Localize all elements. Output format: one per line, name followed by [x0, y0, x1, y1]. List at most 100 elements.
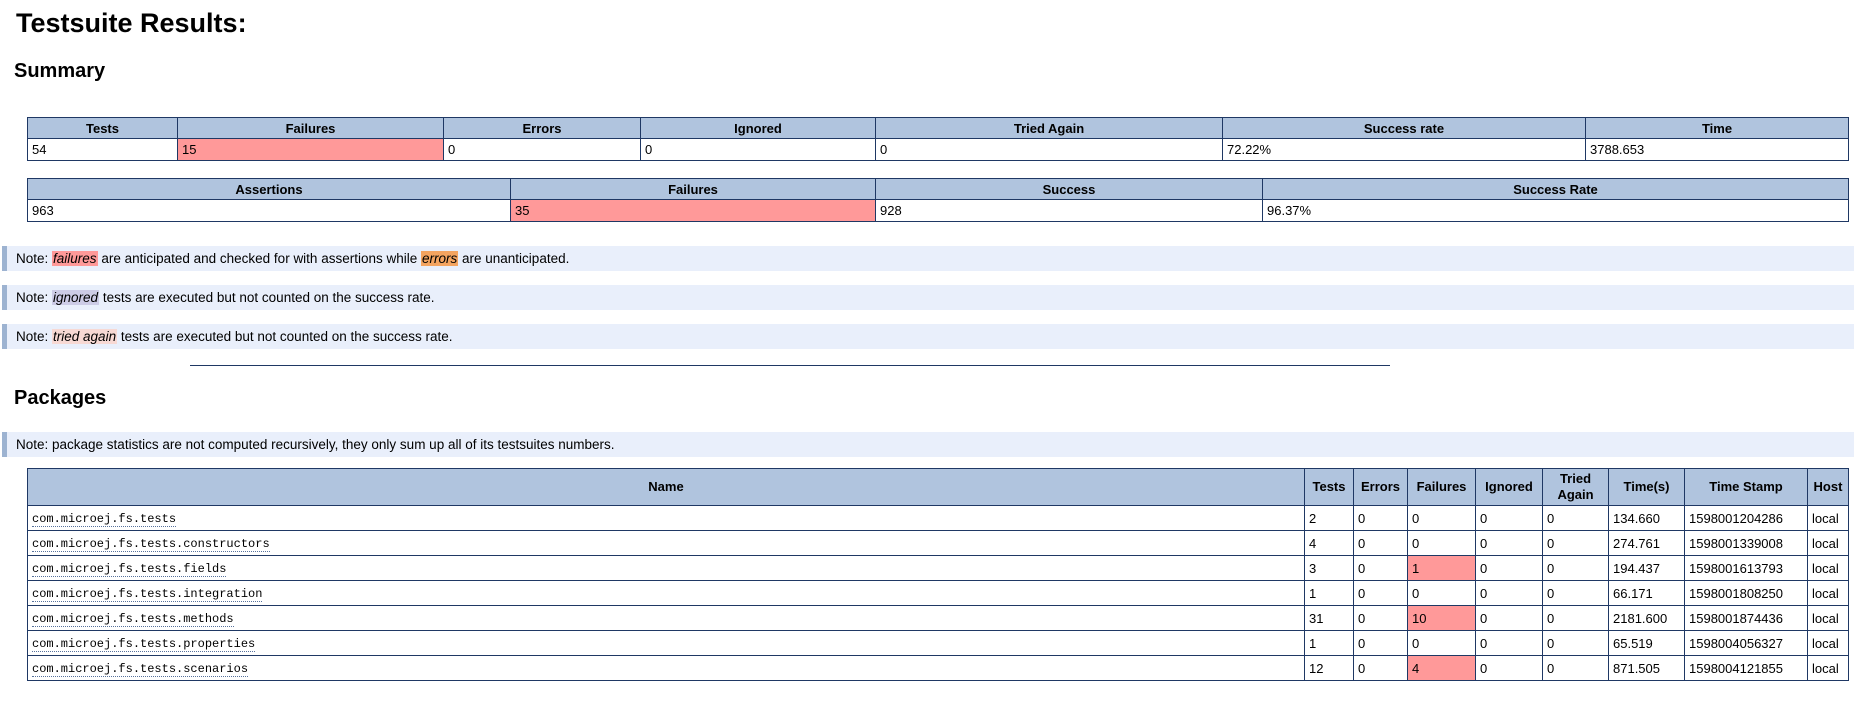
failures-cell: 0	[1407, 530, 1476, 556]
ignored-cell: 0	[1475, 505, 1543, 531]
column-header: Time(s)	[1608, 468, 1685, 506]
column-header: Name	[27, 468, 1305, 506]
summary-value-cell: 54	[27, 138, 178, 161]
summary-value-cell: 35	[510, 199, 876, 222]
package-link[interactable]: com.microej.fs.tests.methods	[32, 612, 234, 627]
failures-highlight: failures	[52, 251, 98, 266]
ignored-cell: 0	[1475, 630, 1543, 656]
tried-again-cell: 0	[1542, 580, 1609, 606]
errors-cell: 0	[1353, 505, 1408, 531]
summary-tests-table: Tests Failures Errors Ignored Tried Again Suc…	[27, 117, 1849, 161]
package-name-cell: com.microej.fs.tests.constructors	[27, 530, 1305, 556]
time-s-cell: 274.761	[1608, 530, 1685, 556]
column-header: Tried Again	[1542, 468, 1609, 506]
package-link[interactable]: com.microej.fs.tests	[32, 512, 177, 527]
errors-cell: 0	[1353, 580, 1408, 606]
tests-cell: 1	[1304, 630, 1354, 656]
tried-again-cell: 0	[1542, 605, 1609, 631]
time-s-cell: 2181.600	[1608, 605, 1685, 631]
tried-again-cell: 0	[1542, 630, 1609, 656]
errors-cell: 0	[1353, 555, 1408, 581]
note-text: are anticipated and checked for with ass…	[97, 251, 421, 266]
failures-cell: 4	[1407, 655, 1476, 681]
failures-cell: 10	[1407, 605, 1476, 631]
packages-table: Name Tests Errors Failures Ignored Tried Agai…	[27, 468, 1849, 681]
table-row: com.microej.fs.tests.fields 3 0 1 0 0 194.437 1…	[27, 555, 1849, 581]
summary-value-cell: 15	[177, 138, 444, 161]
note-text: Note: package statistics are not compute…	[16, 437, 615, 452]
tried-again-cell: 0	[1542, 530, 1609, 556]
table-row: com.microej.fs.tests 2 0 0 0 0 134.660 15980012…	[27, 505, 1849, 531]
summary-notes: Note: failures are anticipated and check…	[0, 246, 1856, 349]
table-row: com.microej.fs.tests.methods 31 0 10 0 0 2181.…	[27, 605, 1849, 631]
tests-cell: 1	[1304, 580, 1354, 606]
package-link[interactable]: com.microej.fs.tests.integration	[32, 587, 263, 602]
package-link[interactable]: com.microej.fs.tests.properties	[32, 637, 256, 652]
host-cell: local	[1807, 605, 1849, 631]
column-header: Time	[1585, 117, 1849, 139]
tried-again-cell: 0	[1542, 655, 1609, 681]
package-link[interactable]: com.microej.fs.tests.fields	[32, 562, 227, 577]
package-name-cell: com.microej.fs.tests.methods	[27, 605, 1305, 631]
failures-cell: 1	[1407, 555, 1476, 581]
summary-value-cell: 963	[27, 199, 511, 222]
package-name-cell: com.microej.fs.tests.scenarios	[27, 655, 1305, 681]
table-row: com.microej.fs.tests.integration 1 0 0 0 0 66.…	[27, 580, 1849, 606]
package-link[interactable]: com.microej.fs.tests.scenarios	[32, 662, 249, 677]
host-cell: local	[1807, 580, 1849, 606]
host-cell: local	[1807, 505, 1849, 531]
ignored-highlight: ignored	[52, 290, 100, 305]
packages-heading: Packages	[14, 387, 107, 409]
time-stamp-cell: 1598001613793	[1684, 555, 1808, 581]
tried-again-cell: 0	[1542, 555, 1609, 581]
summary-value-cell: 0	[640, 138, 876, 161]
host-cell: local	[1807, 530, 1849, 556]
note-text: Note:	[16, 251, 53, 266]
summary-value-cell: 3788.653	[1585, 138, 1849, 161]
column-header: Tests	[27, 117, 178, 139]
ignored-cell: 0	[1475, 605, 1543, 631]
column-header: Success Rate	[1262, 178, 1849, 200]
ignored-cell: 0	[1475, 655, 1543, 681]
table-row: com.microej.fs.tests.constructors 4 0 0 0 0 27…	[27, 530, 1849, 556]
note-text: tests are executed but not counted on th…	[117, 329, 453, 344]
errors-highlight: errors	[421, 251, 459, 266]
column-header: Time Stamp	[1684, 468, 1808, 506]
column-header: Ignored	[640, 117, 876, 139]
time-s-cell: 65.519	[1608, 630, 1685, 656]
errors-cell: 0	[1353, 630, 1408, 656]
column-header: Failures	[177, 117, 444, 139]
summary-value-cell: 0	[443, 138, 641, 161]
failures-cell: 0	[1407, 505, 1476, 531]
errors-cell: 0	[1353, 605, 1408, 631]
summary-heading: Summary	[14, 60, 106, 82]
column-header: Host	[1807, 468, 1849, 506]
column-header: Errors	[1353, 468, 1408, 506]
tests-cell: 31	[1304, 605, 1354, 631]
column-header: Failures	[510, 178, 876, 200]
time-s-cell: 871.505	[1608, 655, 1685, 681]
column-header: Assertions	[27, 178, 511, 200]
column-header: Errors	[443, 117, 641, 139]
time-stamp-cell: 1598001874436	[1684, 605, 1808, 631]
time-stamp-cell: 1598001808250	[1684, 580, 1808, 606]
time-stamp-cell: 1598001204286	[1684, 505, 1808, 531]
note: Note: ignored tests are executed but not…	[2, 285, 1854, 310]
host-cell: local	[1807, 630, 1849, 656]
tests-cell: 3	[1304, 555, 1354, 581]
package-name-cell: com.microej.fs.tests.properties	[27, 630, 1305, 656]
column-header: Success rate	[1222, 117, 1586, 139]
note: Note: package statistics are not compute…	[2, 432, 1854, 457]
tests-cell: 12	[1304, 655, 1354, 681]
package-link[interactable]: com.microej.fs.tests.constructors	[32, 537, 270, 552]
note-text: tests are executed but not counted on th…	[99, 290, 435, 305]
summary-value-cell: 928	[875, 199, 1263, 222]
package-name-cell: com.microej.fs.tests.integration	[27, 580, 1305, 606]
note-text: Note:	[16, 290, 53, 305]
summary-assertions-table: Assertions Failures Success Success Rate 963…	[27, 178, 1849, 222]
divider	[190, 365, 1390, 366]
table-row: com.microej.fs.tests.properties 1 0 0 0 0 65.5…	[27, 630, 1849, 656]
tests-cell: 4	[1304, 530, 1354, 556]
time-s-cell: 66.171	[1608, 580, 1685, 606]
summary-value-cell: 96.37%	[1262, 199, 1849, 222]
